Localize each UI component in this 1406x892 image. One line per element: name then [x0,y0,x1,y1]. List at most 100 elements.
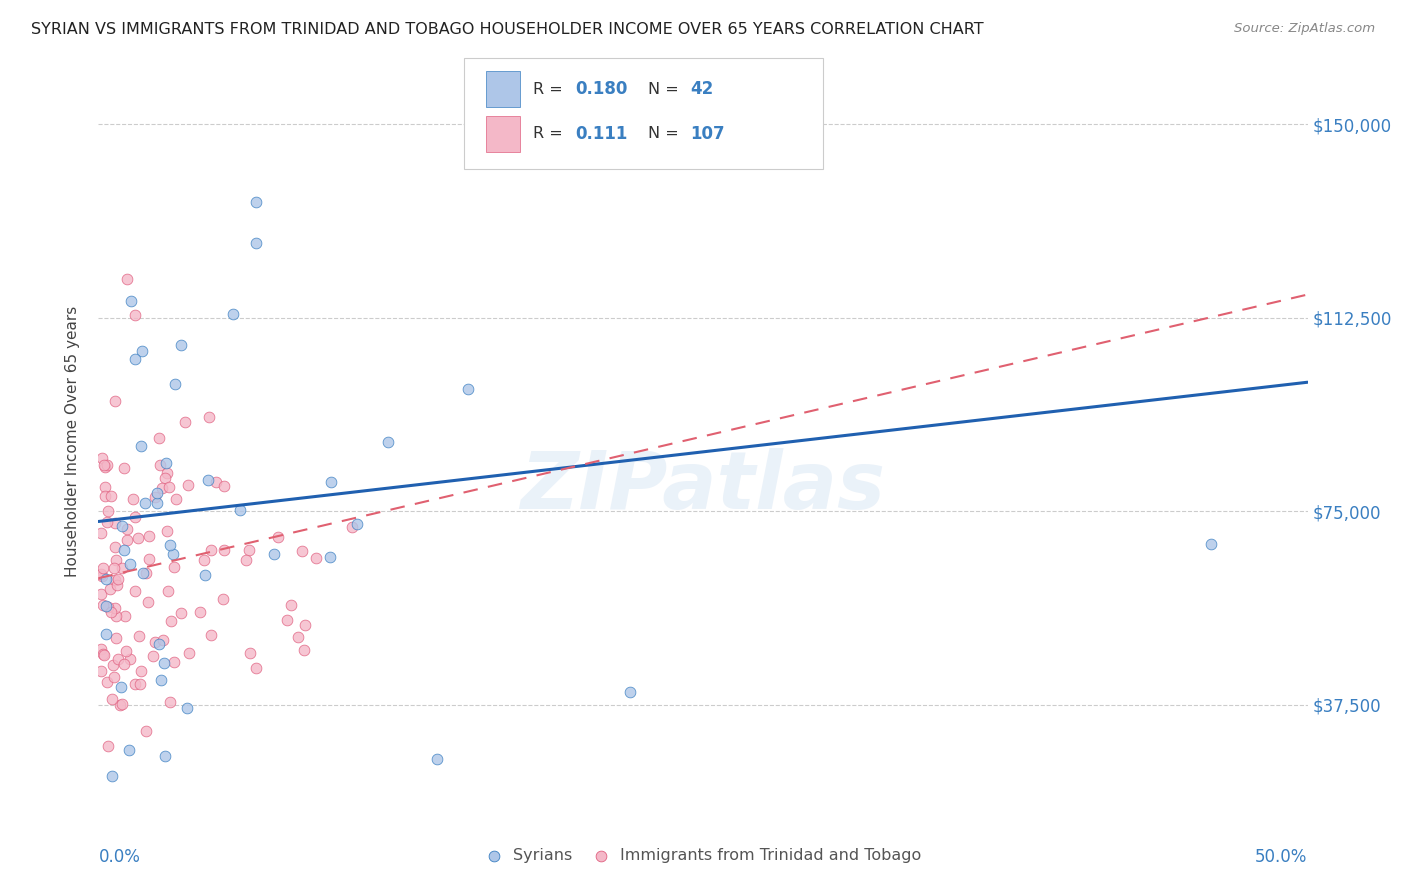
Point [149,458,172,472]
Point [212,592,235,607]
Point [91,450,114,465]
Point [138,552,160,566]
Point [280,599,302,613]
Point [124,352,146,367]
Point [235,553,257,567]
Legend: Syrians, Immigrants from Trinidad and Tobago: Syrians, Immigrants from Trinidad and To… [478,842,928,870]
Point [117,522,139,536]
Point [346,517,368,532]
Point [176,701,198,715]
Point [97,504,120,518]
Point [152,632,174,647]
Point [101,769,124,783]
Point [136,595,159,609]
Point [104,573,127,587]
Point [124,510,146,524]
Point [94,480,117,494]
Point [107,572,129,586]
Point [112,657,135,672]
Point [96,675,118,690]
Point [94,599,117,613]
Point [159,695,181,709]
Point [129,438,152,452]
Point [157,480,180,494]
Point [163,560,186,574]
Point [291,544,314,558]
Point [103,669,125,683]
Point [148,431,170,445]
Text: SYRIAN VS IMMIGRANTS FROM TRINIDAD AND TOBAGO HOUSEHOLDER INCOME OVER 65 YEARS C: SYRIAN VS IMMIGRANTS FROM TRINIDAD AND T… [31,22,984,37]
Point [145,496,167,510]
Point [104,516,127,530]
Point [205,475,228,489]
Point [156,466,179,480]
Point [91,598,114,612]
Point [94,573,117,587]
Point [138,529,160,543]
Text: N =: N = [648,82,685,96]
Point [104,601,127,615]
Point [131,665,153,679]
Point [165,377,187,392]
Point [101,692,124,706]
Text: 42: 42 [690,80,714,98]
Point [619,684,641,698]
Point [170,607,193,621]
Point [294,618,316,632]
Point [163,655,186,669]
Point [143,490,166,504]
Point [426,752,449,766]
Point [127,532,149,546]
Point [90,587,112,601]
Text: 0.180: 0.180 [575,80,627,98]
Point [193,553,215,567]
Point [155,456,177,470]
Point [340,519,363,533]
Point [90,664,112,678]
Point [200,627,222,641]
Point [111,519,134,533]
Point [305,551,328,566]
Point [245,194,267,209]
Point [93,460,115,475]
Point [188,605,211,619]
Point [150,673,173,687]
Point [112,461,135,475]
Point [105,608,128,623]
Point [239,646,262,660]
Point [90,526,112,541]
Point [114,609,136,624]
Point [287,630,309,644]
Point [135,723,157,738]
Point [103,658,125,673]
Point [117,272,139,286]
Point [96,515,118,529]
Y-axis label: Householder Income Over 65 years: Householder Income Over 65 years [65,306,80,577]
Point [110,680,132,694]
Point [169,338,191,352]
Point [194,568,217,582]
Point [124,308,146,322]
Point [128,629,150,643]
Point [94,489,117,503]
Point [103,560,125,574]
Point [162,548,184,562]
Text: N =: N = [648,127,685,141]
Point [245,661,267,675]
Point [94,627,117,641]
Point [112,543,135,558]
Point [173,415,195,429]
Point [150,481,173,495]
Point [124,584,146,599]
Point [134,495,156,509]
Point [159,538,181,552]
Point [120,293,142,308]
Point [159,615,181,629]
Point [263,547,285,561]
Point [292,642,315,657]
Point [96,458,118,473]
Point [98,582,121,596]
Point [93,648,115,662]
Point [148,637,170,651]
Point [165,492,187,507]
